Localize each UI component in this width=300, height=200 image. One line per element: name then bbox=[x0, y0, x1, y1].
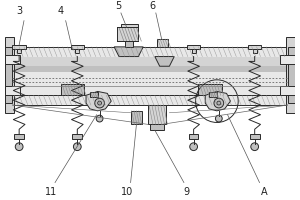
Bar bbox=[61, 84, 84, 95]
Bar bbox=[12, 57, 288, 66]
Bar bbox=[17, 49, 21, 53]
Bar bbox=[248, 45, 262, 49]
Bar bbox=[199, 84, 222, 95]
Bar bbox=[280, 86, 296, 95]
Bar bbox=[288, 47, 296, 103]
Bar bbox=[12, 66, 288, 72]
Bar bbox=[4, 86, 20, 95]
Bar bbox=[90, 92, 98, 97]
Text: 5: 5 bbox=[115, 1, 121, 11]
Bar bbox=[75, 49, 79, 53]
Circle shape bbox=[214, 98, 224, 108]
Bar bbox=[125, 41, 133, 47]
Circle shape bbox=[96, 115, 103, 122]
Bar bbox=[157, 39, 168, 47]
Polygon shape bbox=[155, 57, 174, 66]
Text: A: A bbox=[261, 187, 268, 197]
Bar bbox=[12, 47, 288, 57]
Bar bbox=[4, 55, 20, 64]
Bar bbox=[250, 134, 260, 139]
Bar bbox=[130, 111, 142, 124]
Circle shape bbox=[251, 143, 259, 151]
Text: 6: 6 bbox=[150, 1, 156, 11]
Polygon shape bbox=[114, 47, 143, 57]
Bar bbox=[117, 27, 138, 41]
Text: 9: 9 bbox=[184, 187, 190, 197]
Text: 3: 3 bbox=[16, 6, 22, 16]
Bar bbox=[12, 57, 288, 95]
Circle shape bbox=[98, 101, 101, 105]
Bar bbox=[12, 95, 288, 105]
Circle shape bbox=[215, 115, 222, 122]
Bar bbox=[73, 134, 82, 139]
Circle shape bbox=[190, 143, 197, 151]
Bar bbox=[148, 105, 166, 124]
Bar bbox=[150, 124, 164, 130]
Bar bbox=[192, 49, 196, 53]
Text: 11: 11 bbox=[45, 187, 57, 197]
Bar bbox=[253, 49, 256, 53]
Bar bbox=[121, 24, 138, 27]
Bar bbox=[4, 37, 14, 113]
Polygon shape bbox=[205, 91, 230, 111]
Bar bbox=[12, 45, 26, 49]
Bar bbox=[14, 134, 24, 139]
Text: 10: 10 bbox=[121, 187, 133, 197]
Bar bbox=[286, 37, 296, 113]
Bar bbox=[209, 92, 217, 97]
Bar bbox=[70, 45, 84, 49]
Bar bbox=[187, 45, 200, 49]
Polygon shape bbox=[86, 91, 111, 111]
Circle shape bbox=[74, 143, 81, 151]
Circle shape bbox=[95, 98, 104, 108]
Bar bbox=[4, 47, 12, 103]
Bar bbox=[280, 55, 296, 64]
Circle shape bbox=[15, 143, 23, 151]
Bar bbox=[189, 134, 199, 139]
Text: 4: 4 bbox=[58, 6, 64, 16]
Circle shape bbox=[217, 101, 221, 105]
